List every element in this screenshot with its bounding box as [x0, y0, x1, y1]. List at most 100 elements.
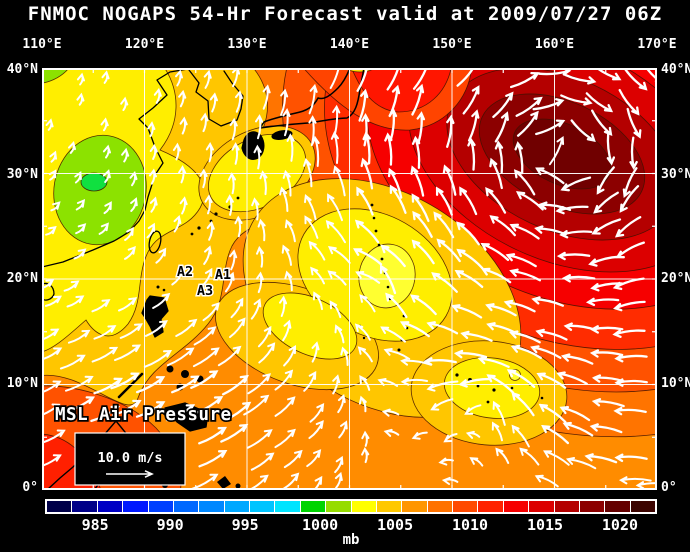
wind-arrow — [556, 371, 588, 385]
wind-arrow — [618, 88, 640, 116]
wind-arrow — [312, 291, 323, 311]
wind-arrow — [480, 267, 512, 284]
wind-arrow — [255, 271, 264, 294]
wind-arrow — [250, 298, 262, 320]
wind-arrow — [352, 248, 383, 266]
colorbar-tick-990: 990 — [156, 516, 184, 534]
pressure-colorbar — [45, 499, 657, 514]
wind-arrow — [153, 87, 162, 104]
wind-arrow — [531, 296, 565, 307]
wind-arrow — [612, 277, 645, 291]
wind-arrow — [202, 302, 220, 322]
wind-arrow — [354, 219, 380, 244]
wind-arrow — [194, 396, 224, 415]
wind-arrow — [325, 219, 346, 244]
wind-arrow — [380, 326, 406, 343]
wind-arrow — [230, 297, 244, 319]
wind-arrow — [538, 403, 567, 424]
wind-arrow — [516, 110, 539, 137]
wind-arrow — [75, 223, 87, 235]
wind-arrow — [460, 330, 493, 342]
wind-arrow — [190, 370, 219, 389]
wind-arrow — [361, 112, 370, 147]
wind-arrow — [361, 430, 370, 447]
wind-arrow — [279, 186, 289, 212]
wind-arrow — [110, 372, 140, 390]
wind-arrow — [612, 329, 646, 338]
wind-arrow — [436, 238, 461, 263]
wind-arrow — [591, 109, 613, 137]
wind-arrow — [410, 165, 425, 197]
wind-arrow — [423, 357, 457, 366]
wind-arrow — [165, 404, 196, 422]
wind-arrow — [311, 341, 320, 363]
wind-arrow — [377, 378, 399, 387]
wind-arrow — [426, 380, 459, 392]
wind-arrow — [565, 457, 597, 470]
wind-arrow — [387, 167, 403, 199]
wind-arrow — [229, 117, 238, 141]
wind-arrow — [135, 376, 166, 394]
wind-arrow — [102, 144, 111, 159]
wind-arrow — [251, 197, 260, 221]
wind-arrow — [411, 239, 435, 265]
wind-arrow — [282, 108, 291, 137]
wind-arrow — [329, 69, 340, 89]
wind-arrow — [175, 69, 183, 87]
wind-arrow — [306, 449, 322, 468]
wind-arrow — [75, 199, 86, 211]
wind-arrow — [329, 300, 342, 319]
mindanao-island — [164, 402, 209, 432]
colorbar-segment-9 — [275, 501, 300, 512]
lat-label-right-2: 20°N — [661, 271, 690, 286]
wind-arrow — [101, 70, 110, 84]
wind-arrows-layer — [43, 69, 656, 489]
wind-arrow — [358, 88, 369, 122]
wind-arrow — [43, 328, 60, 341]
wind-arrow — [514, 141, 524, 175]
wind-arrow — [441, 476, 459, 485]
wind-arrow — [166, 347, 195, 367]
wind-arrow — [591, 398, 625, 408]
wind-arrow — [383, 428, 400, 437]
wind-arrow — [74, 170, 82, 184]
wind-arrow — [360, 157, 374, 190]
wind-arrow — [560, 176, 592, 192]
wind-arrow — [492, 400, 506, 426]
wind-arrow — [50, 201, 61, 212]
wind-arrow — [67, 329, 91, 344]
colorbar-segment-18 — [503, 501, 529, 512]
wind-arrow — [129, 170, 138, 187]
wind-arrow — [309, 403, 325, 423]
wind-arrow — [283, 449, 303, 469]
wind-arrow — [589, 423, 623, 434]
wind-arrow — [467, 109, 480, 142]
colorbar-segment-11 — [326, 501, 351, 512]
wind-arrow — [430, 398, 454, 411]
wind-arrow — [327, 246, 351, 264]
colorbar-segment-7 — [224, 501, 249, 512]
colorbar-segment-10 — [300, 501, 326, 512]
taiwan-island — [148, 230, 162, 254]
wind-arrow — [337, 393, 346, 414]
wind-arrow — [274, 396, 296, 417]
wind-arrow — [388, 107, 398, 142]
wind-arrow — [509, 268, 542, 282]
wind-arrow — [356, 186, 374, 216]
wind-arrow — [543, 450, 570, 466]
lon-label-150E: 150°E — [432, 37, 472, 52]
wind-arrow — [149, 143, 158, 160]
wind-arrow — [596, 69, 622, 81]
wind-arrow — [464, 404, 482, 415]
wind-arrow — [477, 355, 510, 369]
colorbar-tick-1015: 1015 — [526, 516, 564, 534]
wind-arrow — [45, 226, 57, 236]
wind-arrow — [303, 157, 313, 188]
wind-arrow — [615, 241, 645, 259]
wind-arrow — [45, 118, 54, 131]
wind-arrow — [626, 107, 642, 139]
lon-label-160E: 160°E — [534, 37, 575, 52]
wind-arrow — [308, 240, 326, 261]
